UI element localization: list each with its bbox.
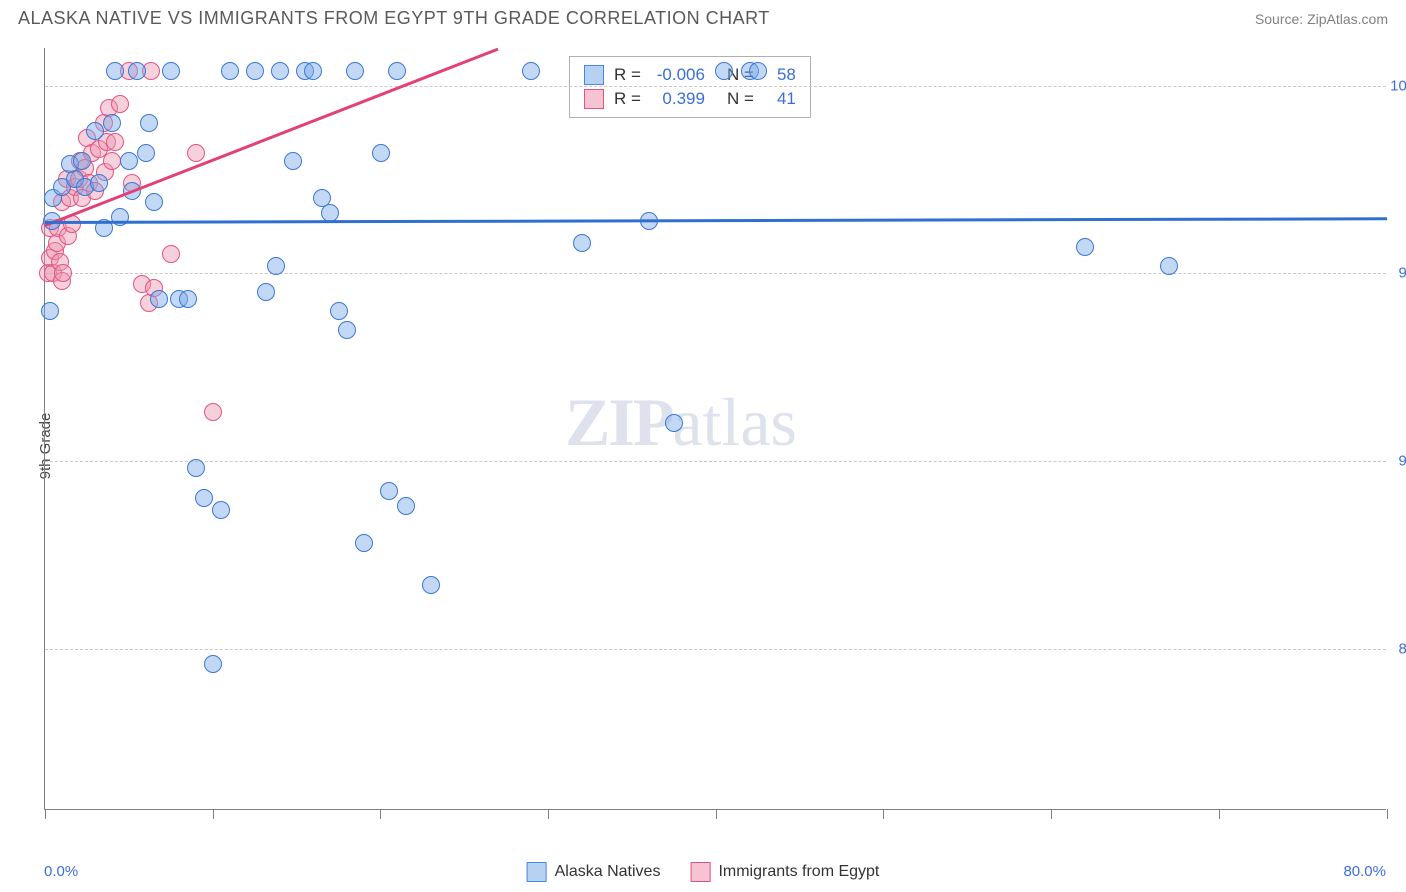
- plot-area: ZIPatlas R =-0.006N =58R =0.399N =41 85.…: [44, 48, 1386, 810]
- blue-marker: [145, 193, 163, 211]
- blue-marker: [73, 152, 91, 170]
- y-tick-label: 95.0%: [1398, 265, 1406, 282]
- blue-marker: [128, 62, 146, 80]
- blue-marker: [150, 290, 168, 308]
- legend-item: Immigrants from Egypt: [690, 862, 879, 882]
- pink-marker: [187, 144, 205, 162]
- blue-marker: [187, 459, 205, 477]
- blue-marker: [304, 62, 322, 80]
- gridline-h: [45, 86, 1386, 87]
- blue-marker: [267, 257, 285, 275]
- pink-marker: [103, 152, 121, 170]
- x-tick: [380, 809, 381, 819]
- gridline-h: [45, 461, 1386, 462]
- n-label: N =: [727, 89, 754, 109]
- blue-marker: [573, 234, 591, 252]
- n-value: 58: [768, 65, 796, 85]
- blue-marker: [162, 62, 180, 80]
- x-tick: [548, 809, 549, 819]
- chart-title: ALASKA NATIVE VS IMMIGRANTS FROM EGYPT 9…: [18, 8, 770, 29]
- stats-row: R = 0.399 N = 41: [584, 87, 796, 111]
- blue-marker: [86, 122, 104, 140]
- y-tick-label: 90.0%: [1398, 452, 1406, 469]
- blue-marker: [388, 62, 406, 80]
- legend-label: Immigrants from Egypt: [718, 863, 879, 881]
- x-tick: [1219, 809, 1220, 819]
- blue-marker: [372, 144, 390, 162]
- blue-marker: [355, 534, 373, 552]
- blue-marker: [271, 62, 289, 80]
- blue-trend-line: [45, 217, 1387, 223]
- legend-label: Alaska Natives: [555, 863, 661, 881]
- blue-marker: [422, 576, 440, 594]
- gridline-h: [45, 273, 1386, 274]
- r-label: R =: [614, 65, 641, 85]
- blue-marker: [1076, 238, 1094, 256]
- bottom-legend: Alaska Natives Immigrants from Egypt: [527, 862, 880, 882]
- pink-marker: [111, 95, 129, 113]
- r-value: -0.006: [655, 65, 705, 85]
- blue-marker: [41, 302, 59, 320]
- x-tick: [1051, 809, 1052, 819]
- pink-marker: [162, 245, 180, 263]
- blue-marker: [221, 62, 239, 80]
- y-tick-label: 100.0%: [1390, 77, 1406, 94]
- x-tick: [45, 809, 46, 819]
- blue-marker: [106, 62, 124, 80]
- blue-marker: [90, 174, 108, 192]
- blue-marker: [195, 489, 213, 507]
- blue-marker: [204, 655, 222, 673]
- blue-marker: [103, 114, 121, 132]
- blue-marker: [120, 152, 138, 170]
- blue-marker: [137, 144, 155, 162]
- pink-marker: [54, 264, 72, 282]
- x-axis-max-label: 80.0%: [1343, 863, 1386, 880]
- pink-marker: [204, 403, 222, 421]
- blue-marker: [380, 482, 398, 500]
- x-tick: [716, 809, 717, 819]
- blue-marker: [284, 152, 302, 170]
- blue-marker: [257, 283, 275, 301]
- n-value: 41: [768, 89, 796, 109]
- x-tick: [1387, 809, 1388, 819]
- x-axis-min-label: 0.0%: [44, 863, 78, 880]
- blue-marker: [338, 321, 356, 339]
- blue-marker: [179, 290, 197, 308]
- r-label: R =: [614, 89, 641, 109]
- x-tick: [213, 809, 214, 819]
- legend-swatch: [527, 862, 547, 882]
- blue-marker: [1160, 257, 1178, 275]
- blue-marker: [665, 414, 683, 432]
- y-tick-label: 85.0%: [1398, 640, 1406, 657]
- legend-swatch: [690, 862, 710, 882]
- legend-item: Alaska Natives: [527, 862, 661, 882]
- legend-swatch: [584, 89, 604, 109]
- blue-marker: [212, 501, 230, 519]
- pink-marker: [106, 133, 124, 151]
- blue-marker: [140, 114, 158, 132]
- x-tick: [883, 809, 884, 819]
- r-value: 0.399: [655, 89, 705, 109]
- blue-marker: [346, 62, 364, 80]
- source-label: Source: ZipAtlas.com: [1255, 11, 1388, 27]
- blue-marker: [715, 62, 733, 80]
- gridline-h: [45, 649, 1386, 650]
- blue-marker: [522, 62, 540, 80]
- legend-swatch: [584, 65, 604, 85]
- blue-marker: [749, 62, 767, 80]
- blue-marker: [246, 62, 264, 80]
- stats-legend-box: R = -0.006 N = 58R = 0.399 N = 41: [569, 56, 811, 118]
- blue-marker: [397, 497, 415, 515]
- blue-marker: [330, 302, 348, 320]
